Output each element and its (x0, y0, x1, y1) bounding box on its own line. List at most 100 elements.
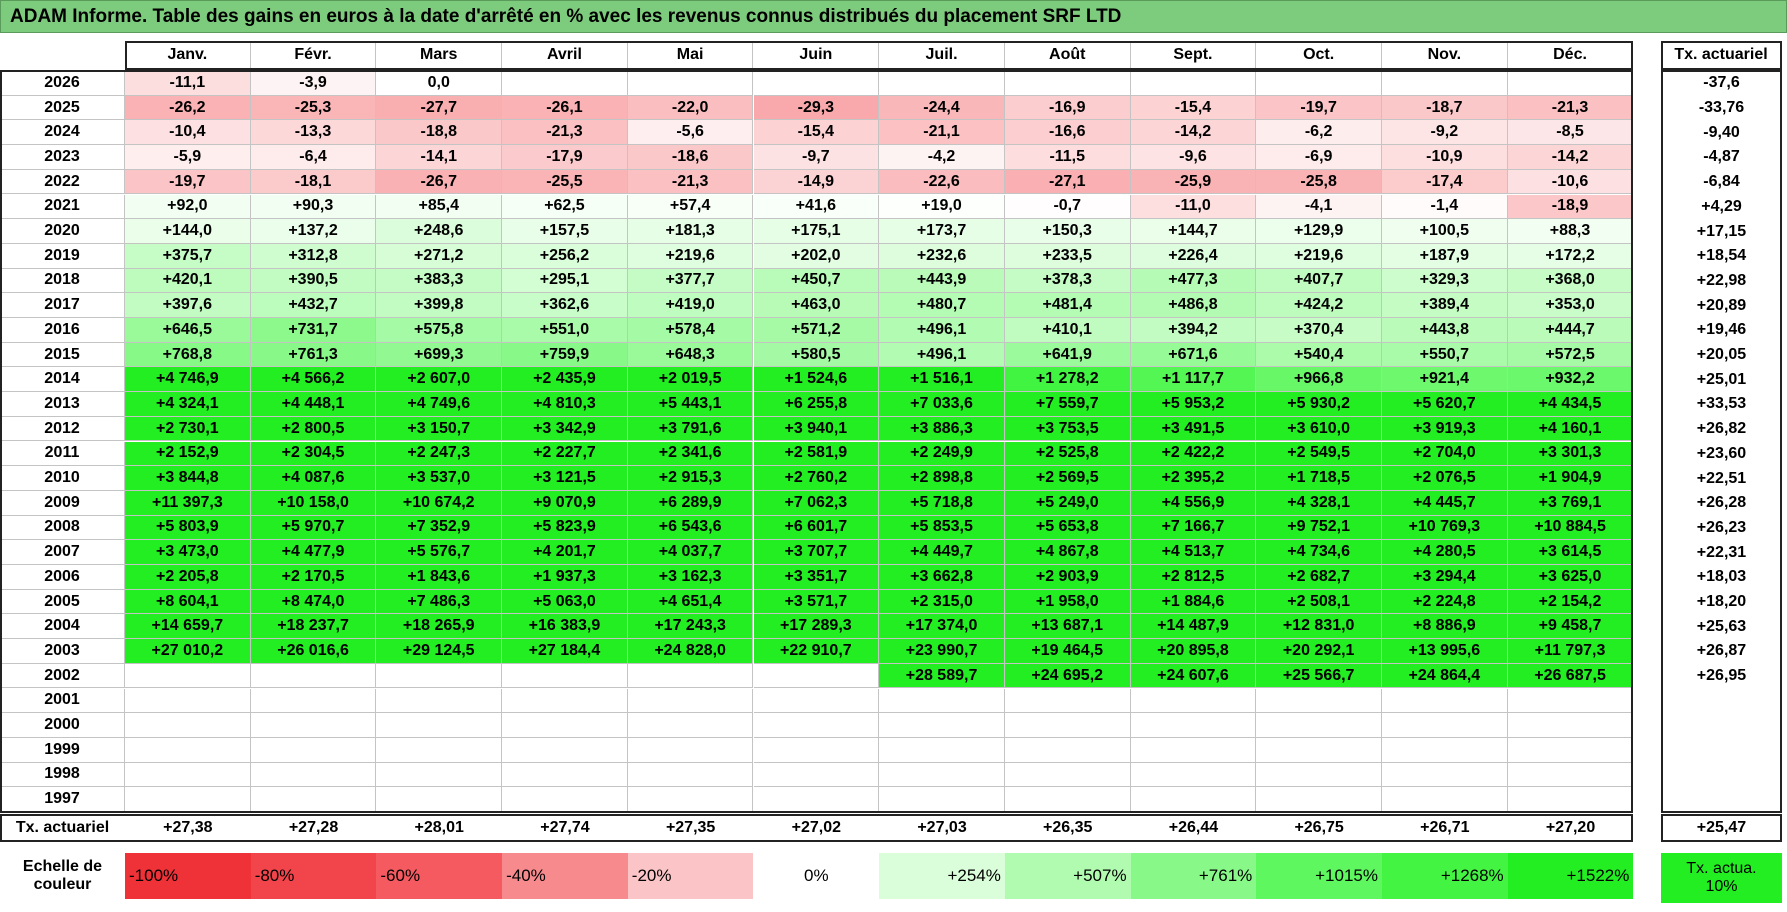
value-cell: +4 867,8 (1004, 540, 1131, 565)
value-cell: -21,3 (502, 120, 628, 146)
footer-cell: +27,28 (250, 814, 377, 842)
value-cell: +571,2 (753, 318, 880, 343)
value-cell: +2 224,8 (1382, 589, 1508, 615)
value-cell: +450,7 (753, 268, 880, 294)
value-cell: +9 752,1 (1256, 515, 1382, 541)
footer-cell: +26,75 (1256, 814, 1382, 842)
column-header: Sept. (1130, 41, 1257, 70)
value-cell: +2 915,3 (627, 466, 754, 491)
value-cell: -14,2 (1130, 120, 1257, 146)
value-cell: +394,2 (1130, 318, 1257, 343)
column-header: Juin (753, 41, 880, 70)
value-cell: +362,6 (502, 293, 628, 318)
value-cell: +646,5 (125, 318, 251, 343)
value-cell: -27,7 (376, 95, 503, 121)
column-header: Déc. (1507, 41, 1634, 70)
value-cell: +219,6 (1256, 243, 1382, 269)
value-cell: +3 473,0 (125, 540, 251, 565)
value-cell (879, 71, 1005, 96)
value-cell: +3 351,7 (753, 565, 880, 590)
value-cell: -4,2 (879, 145, 1005, 170)
value-cell: +11 397,3 (125, 490, 251, 516)
value-cell: -21,3 (627, 169, 754, 195)
year-label: 2009 (0, 490, 125, 516)
year-label: 2005 (0, 589, 125, 615)
value-cell: +129,9 (1256, 219, 1382, 244)
year-label: 2026 (0, 71, 125, 96)
value-cell: +397,6 (125, 293, 251, 318)
value-cell: +92,0 (125, 194, 251, 220)
year-label: 1999 (0, 737, 125, 763)
value-cell (250, 787, 377, 812)
value-cell: -6,9 (1256, 145, 1382, 170)
value-cell: +10 769,3 (1382, 515, 1508, 541)
value-cell: +172,2 (1507, 243, 1634, 269)
value-cell: +10 158,0 (250, 490, 377, 516)
value-cell: +173,7 (879, 219, 1005, 244)
value-cell (753, 663, 880, 689)
value-cell: +5 970,7 (250, 515, 377, 541)
value-cell (250, 762, 377, 788)
value-cell: +28 589,7 (879, 663, 1005, 689)
year-label: 2011 (0, 441, 125, 467)
value-cell: +2 800,5 (250, 416, 377, 442)
year-label: 2000 (0, 713, 125, 738)
value-cell: +2 508,1 (1256, 589, 1382, 615)
value-cell: +271,2 (376, 243, 503, 269)
column-header: Janv. (125, 41, 251, 70)
value-cell: 0,0 (376, 71, 503, 96)
value-cell: +2 682,7 (1256, 565, 1382, 590)
value-cell: +4 513,7 (1130, 540, 1257, 565)
value-cell: +2 704,0 (1382, 441, 1508, 467)
year-label: 2015 (0, 342, 125, 368)
value-cell: +3 162,3 (627, 565, 754, 590)
value-cell: +6 289,9 (627, 490, 754, 516)
value-cell: +4 448,1 (250, 392, 377, 417)
value-cell: +7 352,9 (376, 515, 503, 541)
value-cell: +1 843,6 (376, 565, 503, 590)
value-cell (753, 737, 880, 763)
value-cell: +641,9 (1004, 342, 1131, 368)
value-cell: +19,0 (879, 194, 1005, 220)
value-cell (502, 713, 628, 738)
value-cell: -25,5 (502, 169, 628, 195)
value-cell: +187,9 (1382, 243, 1508, 269)
value-cell: +24 695,2 (1004, 663, 1131, 689)
value-cell: +57,4 (627, 194, 754, 220)
value-cell: +375,7 (125, 243, 251, 269)
value-cell: +496,1 (879, 318, 1005, 343)
value-cell: +85,4 (376, 194, 503, 220)
value-cell (1256, 713, 1382, 738)
value-cell: +921,4 (1382, 367, 1508, 393)
value-cell: +399,8 (376, 293, 503, 318)
value-cell: +580,5 (753, 342, 880, 368)
total-cell (1661, 738, 1782, 763)
value-cell (1507, 787, 1634, 812)
value-cell: +62,5 (502, 194, 628, 220)
value-cell: +1 524,6 (753, 367, 880, 393)
value-cell: +4 328,1 (1256, 490, 1382, 516)
value-cell (1004, 762, 1131, 788)
value-cell: +7 033,6 (879, 392, 1005, 417)
value-cell: +463,0 (753, 293, 880, 318)
total-cell: +18,03 (1696, 568, 1747, 586)
value-cell: +144,7 (1130, 219, 1257, 244)
value-cell (376, 787, 503, 812)
total-cell: +4,29 (1701, 197, 1742, 215)
value-cell: +3 614,5 (1507, 540, 1634, 565)
value-cell: +8 886,9 (1382, 614, 1508, 640)
value-cell: +7 559,7 (1004, 392, 1131, 417)
footer-cell: +26,35 (1004, 814, 1131, 842)
value-cell (502, 787, 628, 812)
column-header: Févr. (250, 41, 377, 70)
value-cell: -27,1 (1004, 169, 1131, 195)
value-cell: +20 292,1 (1256, 639, 1382, 664)
value-cell: +18 265,9 (376, 614, 503, 640)
value-cell (753, 762, 880, 788)
footer-cell: +27,74 (502, 814, 628, 842)
value-cell: -15,4 (753, 120, 880, 146)
value-cell (627, 688, 754, 714)
value-cell: +699,3 (376, 342, 503, 368)
total-cell: -6,84 (1703, 173, 1740, 191)
value-cell: +4 449,7 (879, 540, 1005, 565)
